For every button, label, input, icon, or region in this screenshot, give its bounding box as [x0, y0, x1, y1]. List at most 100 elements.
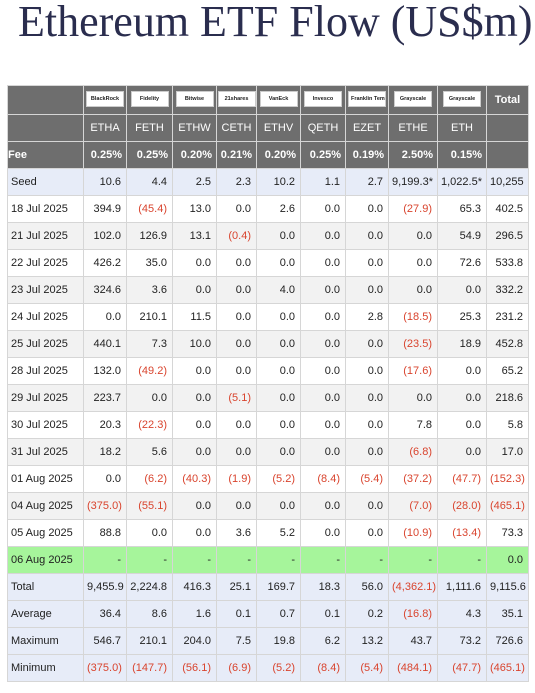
cell: 0.0 [437, 357, 487, 385]
cell: 402.5 [486, 195, 529, 223]
data-row: 05 Aug 2025 88.8 0.0 0.0 3.6 5.2 0.0 0.0 (10.9)(… [7, 519, 529, 547]
cell: - [216, 546, 257, 574]
row-label: Seed [7, 168, 84, 196]
cell: 10.6 [83, 168, 127, 196]
data-row: 18 Jul 2025 394.9 (45.4) 13.0 0.0 2.6 0.0 0.0 (2… [7, 195, 529, 223]
cell: 9,199.3* [388, 168, 438, 196]
cell: 6.2 [300, 627, 346, 655]
row-label: 21 Jul 2025 [7, 222, 84, 250]
cell: 0.0 [172, 438, 217, 466]
header-cell: VanEck [256, 85, 301, 115]
row-label: 30 Jul 2025 [7, 411, 84, 439]
cell: 0.0 [172, 357, 217, 385]
cell: (23.5) [388, 330, 438, 358]
ticker: EZET [345, 114, 389, 142]
issuer-logo: Bitwise [175, 90, 214, 107]
header-cell: Franklin Templeton [345, 85, 389, 115]
row-label: Minimum [7, 654, 84, 682]
cell: 0.0 [216, 411, 257, 439]
data-row: 21 Jul 2025 102.0 126.9 13.1 (0.4) 0.0 0.0 0.0 0… [7, 222, 529, 250]
header-cell: Grayscale [388, 85, 438, 115]
cell: 0.0 [300, 249, 346, 277]
cell: (8.4) [300, 465, 346, 493]
cell: 0.0 [300, 492, 346, 520]
data-row: 23 Jul 2025 324.6 3.6 0.0 0.0 4.0 0.0 0.0 0.0 0.0… [7, 276, 529, 304]
cell: 88.8 [83, 519, 127, 547]
row-label: 23 Jul 2025 [7, 276, 84, 304]
cell: 0.0 [300, 411, 346, 439]
cell: 35.1 [486, 600, 529, 628]
header-cell [7, 114, 84, 142]
row-label: 18 Jul 2025 [7, 195, 84, 223]
data-row: 25 Jul 2025 440.1 7.3 10.0 0.0 0.0 0.0 0.0 (23.5… [7, 330, 529, 358]
cell: 533.8 [486, 249, 529, 277]
issuer-logo: Invesco [304, 90, 342, 107]
cell: (10.9) [388, 519, 438, 547]
cell: 2.5 [172, 168, 217, 196]
row-label: Total [7, 573, 84, 601]
cell: 0.0 [172, 384, 217, 412]
ticker: QETH [300, 114, 346, 142]
cell: (1.9) [216, 465, 257, 493]
cell: 0.0 [126, 384, 173, 412]
cell: 25.1 [216, 573, 257, 601]
issuer-logo: Franklin Templeton [348, 90, 386, 107]
cell: 56.0 [345, 573, 389, 601]
row-label: 31 Jul 2025 [7, 438, 84, 466]
cell: (16.8) [388, 600, 438, 628]
cell: 2.3 [216, 168, 257, 196]
cell: 9,455.9 [83, 573, 127, 601]
data-row: 29 Jul 2025 223.7 0.0 0.0 (5.1) 0.0 0.0 0.0 0.0 0… [7, 384, 529, 412]
header-cell: Fidelity [126, 85, 173, 115]
cell: (55.1) [126, 492, 173, 520]
cell: 0.0 [388, 249, 438, 277]
cell: 0.0 [172, 411, 217, 439]
cell: 1.1 [300, 168, 346, 196]
cell: 0.0 [216, 195, 257, 223]
row-label: 22 Jul 2025 [7, 249, 84, 277]
cell: 1,022.5* [437, 168, 487, 196]
header-cell: BlackRock [83, 85, 127, 115]
cell: 0.0 [216, 330, 257, 358]
cell: 2,224.8 [126, 573, 173, 601]
header-cell [7, 85, 84, 115]
header-cell [486, 141, 529, 169]
cell: 0.1 [216, 600, 257, 628]
data-row: Total 9,455.9 2,224.8 416.3 25.1 169.7 18.3 56.… [7, 573, 529, 601]
cell: 10.0 [172, 330, 217, 358]
cell: 0.0 [345, 411, 389, 439]
cell: 426.2 [83, 249, 127, 277]
fee: 0.19% [345, 141, 389, 169]
cell: 169.7 [256, 573, 301, 601]
cell: (47.7) [437, 654, 487, 682]
fee-row: Fee 0.25% 0.25% 0.20% 0.21% 0.20% 0.25% 0.19% 2.… [7, 141, 529, 169]
cell: 0.0 [256, 438, 301, 466]
cell: 11.5 [172, 303, 217, 331]
ticker: ETHE [388, 114, 438, 142]
row-label: Average [7, 600, 84, 628]
data-row: 31 Jul 2025 18.2 5.6 0.0 0.0 0.0 0.0 0.0 (6.8) 0.… [7, 438, 529, 466]
fee-label: Fee [7, 141, 84, 169]
cell: (375.0) [83, 654, 127, 682]
cell: 332.2 [486, 276, 529, 304]
cell: 0.0 [256, 384, 301, 412]
cell: 324.6 [83, 276, 127, 304]
data-row: 30 Jul 2025 20.3 (22.3) 0.0 0.0 0.0 0.0 0.0 7.8 0… [7, 411, 529, 439]
cell: - [345, 546, 389, 574]
cell: 0.0 [345, 519, 389, 547]
cell: 0.0 [300, 222, 346, 250]
cell: 452.8 [486, 330, 529, 358]
cell: 0.0 [256, 222, 301, 250]
cell: (4,362.1) [388, 573, 438, 601]
cell: 0.0 [345, 384, 389, 412]
cell: 726.6 [486, 627, 529, 655]
cell: 0.0 [126, 519, 173, 547]
ticker: ETH [437, 114, 487, 142]
cell: 54.9 [437, 222, 487, 250]
cell: 10.2 [256, 168, 301, 196]
data-row: Minimum (375.0) (147.7) (56.1) (6.9) (5.2) (8.… [7, 654, 529, 682]
cell: (45.4) [126, 195, 173, 223]
data-row: 28 Jul 2025 132.0 (49.2) 0.0 0.0 0.0 0.0 0.0 (17… [7, 357, 529, 385]
flow-table: BlackRock Fidelity Bitwise 21shares VanEck In… [7, 85, 529, 682]
